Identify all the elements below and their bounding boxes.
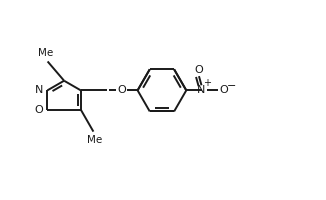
Text: Me: Me — [87, 135, 102, 145]
Text: O: O — [219, 85, 228, 95]
Text: +: + — [203, 78, 211, 88]
Text: N: N — [35, 85, 43, 95]
Text: O: O — [35, 105, 43, 115]
Text: Me: Me — [38, 48, 53, 58]
Text: N: N — [197, 85, 206, 95]
Text: O: O — [117, 85, 126, 95]
Text: −: − — [227, 81, 236, 91]
Text: O: O — [195, 65, 203, 75]
